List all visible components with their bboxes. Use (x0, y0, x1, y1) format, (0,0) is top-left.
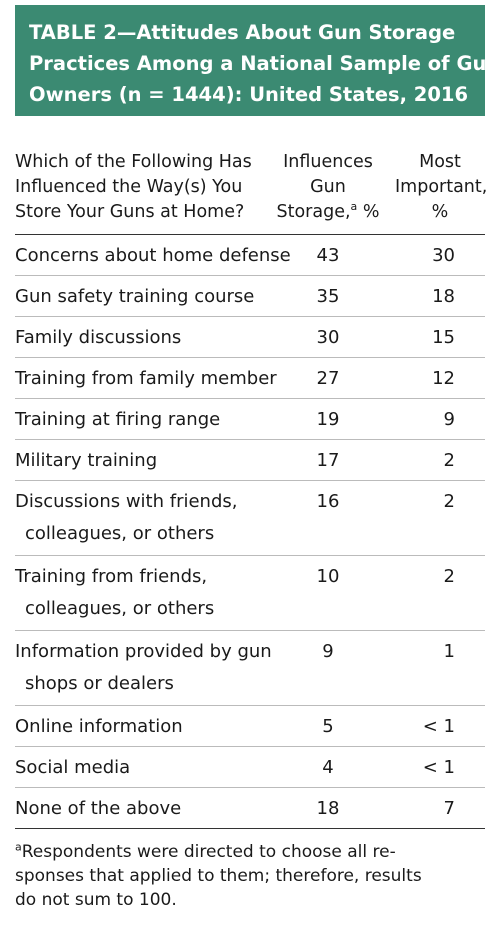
most-important-value: 2 (443, 566, 455, 587)
row-label-line: Discussions with friends, (15, 491, 238, 512)
header-influences-line-3: Storage,a % (273, 200, 383, 225)
influences-value: 4 (322, 757, 334, 778)
row-label-line: colleagues, or others (25, 523, 215, 544)
table-row: Concerns about home defense 43 30 (15, 235, 485, 276)
row-label: Concerns about home defense (15, 241, 291, 271)
most-important-value: 2 (443, 450, 455, 471)
row-label-line: Social media (15, 757, 131, 778)
footnote-marker: a (15, 840, 22, 854)
row-label: Information provided by gun shops or deal… (15, 637, 272, 701)
footnote-line-2: sponses that applied to them; therefore,… (15, 866, 422, 886)
table-row: Training from friends, colleagues, or oth… (15, 556, 485, 631)
row-label-line: Training at firing range (15, 409, 221, 430)
table-row: Information provided by gun shops or deal… (15, 631, 485, 706)
influences-value: 9 (322, 641, 334, 662)
influences-value: 35 (316, 286, 340, 307)
most-important-value: 9 (443, 409, 455, 430)
row-label-line: Gun safety training course (15, 286, 255, 307)
most-important-value: 15 (432, 327, 455, 348)
most-important-value: < 1 (422, 716, 455, 737)
row-label-line: colleagues, or others (25, 598, 215, 619)
table-row: Online information 5 < 1 (15, 706, 485, 747)
row-label: Social media (15, 753, 130, 783)
footnote-line-3: do not sum to 100. (15, 890, 177, 910)
row-label-line: Online information (15, 716, 183, 737)
influences-value: 17 (316, 450, 340, 471)
influences-value: 16 (316, 491, 340, 512)
influences-value: 43 (316, 245, 340, 266)
header-question-line-3: Store Your Guns at Home? (15, 202, 245, 222)
row-label: Family discussions (15, 323, 181, 353)
header-influences-line-1: Influences (283, 152, 373, 172)
row-label: Discussions with friends, colleagues, or … (15, 487, 237, 551)
header-important-line-2: Important, (395, 177, 488, 197)
row-label: Training at firing range (15, 405, 220, 435)
influences-value: 27 (316, 368, 340, 389)
table-title-banner: TABLE 2—Attitudes About Gun Storage Prac… (15, 5, 500, 116)
influences-value: 18 (316, 798, 340, 819)
table-row: Training from family member 27 12 (15, 358, 485, 399)
row-label: Military training (15, 446, 157, 476)
table-row: Military training 17 2 (15, 440, 485, 481)
influences-value: 5 (322, 716, 334, 737)
row-label: None of the above (15, 794, 181, 824)
table-row: Gun safety training course 35 18 (15, 276, 485, 317)
most-important-value: 30 (432, 245, 455, 266)
row-label-line: None of the above (15, 798, 182, 819)
influences-value: 10 (316, 566, 340, 587)
row-label-line: Training from family member (15, 368, 277, 389)
footnote-line-1: aRespondents were directed to choose all… (15, 840, 485, 864)
footnote-text-1: Respondents were directed to choose all … (21, 842, 396, 862)
most-important-value: 12 (432, 368, 455, 389)
header-influences-percent: % (357, 202, 380, 222)
row-label-line: shops or dealers (25, 673, 174, 694)
header-important-line-3: % (431, 202, 449, 222)
header-question-line-1: Which of the Following Has (15, 152, 252, 172)
table-row: Family discussions 30 15 (15, 317, 485, 358)
header-influences-line-2: Gun (310, 177, 346, 197)
row-label: Training from friends, colleagues, or oth… (15, 562, 214, 626)
table-row: Discussions with friends, colleagues, or … (15, 481, 485, 556)
header-question-line-2: Influenced the Way(s) You (15, 177, 243, 197)
influences-value: 19 (316, 409, 340, 430)
row-label: Training from family member (15, 364, 277, 394)
most-important-value: 2 (443, 491, 455, 512)
footnote-marker-header: a (350, 200, 358, 214)
most-important-value: 18 (432, 286, 455, 307)
header-influences-storage: Storage, (276, 202, 351, 222)
table-title-line-1: TABLE 2—Attitudes About Gun Storage (29, 21, 456, 44)
row-label: Gun safety training course (15, 282, 254, 312)
table-row: None of the above 18 7 (15, 788, 485, 829)
influences-value: 30 (316, 327, 340, 348)
table-title-line-2: Practices Among a National Sample of Gun (29, 52, 500, 75)
row-label: Online information (15, 712, 183, 742)
most-important-value: < 1 (422, 757, 455, 778)
row-label-line: Family discussions (15, 327, 182, 348)
row-label-line: Information provided by gun (15, 641, 272, 662)
table-title-line-3: Owners (n = 1444): United States, 2016 (29, 83, 469, 106)
table-row: Training at firing range 19 9 (15, 399, 485, 440)
row-label-line: Concerns about home defense (15, 245, 291, 266)
table-body: Concerns about home defense 43 30 Gun safet… (15, 235, 485, 829)
row-label-line: Training from friends, (15, 566, 208, 587)
row-label-line: Military training (15, 450, 158, 471)
most-important-value: 7 (443, 798, 455, 819)
table-footnote: aRespondents were directed to choose all… (15, 840, 485, 912)
table-header-row: Which of the Following Has Influenced th… (15, 140, 488, 235)
header-important-line-1: Most (419, 152, 461, 172)
most-important-value: 1 (443, 641, 455, 662)
column-header-influences: Influences Gun Storage,a % (273, 150, 383, 225)
column-header-question: Which of the Following Has Influenced th… (15, 150, 252, 225)
column-header-most-important: Most Important, % (395, 150, 488, 225)
table-row: Social media 4 < 1 (15, 747, 485, 788)
data-table: Which of the Following Has Influenced th… (15, 140, 488, 829)
